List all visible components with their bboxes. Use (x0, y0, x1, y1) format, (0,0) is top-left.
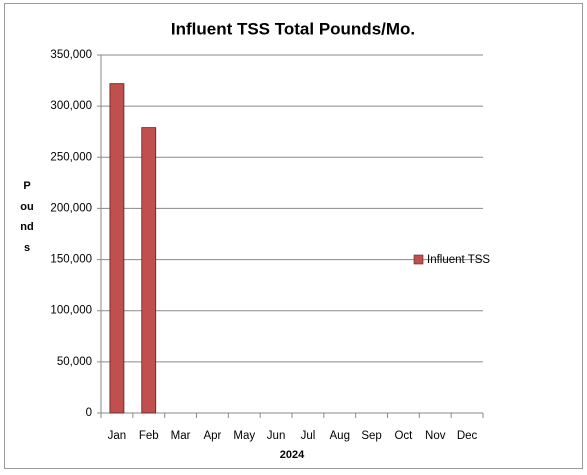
bar (141, 127, 157, 414)
y-tick-label: 350,000 (50, 49, 92, 61)
x-tick-label: Jun (267, 430, 286, 442)
y-tick-label: 50,000 (57, 356, 92, 368)
x-tick-label: May (233, 430, 255, 442)
x-tick-label: Mar (171, 430, 191, 442)
y-tick-label: 250,000 (50, 151, 92, 163)
x-tick-label: Oct (394, 430, 413, 442)
y-tick-label: 0 (86, 407, 92, 419)
chart-title: Influent TSS Total Pounds/Mo. (171, 19, 415, 38)
y-tick-label: 150,000 (50, 254, 92, 266)
y-axis-label: Pounds (20, 180, 34, 254)
y-tick-label: 200,000 (50, 202, 92, 214)
bar (109, 83, 125, 414)
x-tick-label: Sep (361, 430, 381, 442)
x-tick-label: Dec (457, 430, 478, 442)
x-tick-label: Apr (203, 430, 221, 442)
legend-label: Influent TSS (427, 254, 490, 266)
legend-swatch (413, 254, 424, 265)
x-tick-label: Feb (139, 430, 159, 442)
x-tick-label: Nov (425, 430, 446, 442)
x-tick-label: Jan (108, 430, 127, 442)
x-tick-label: Aug (330, 430, 350, 442)
chart-border (4, 3, 583, 469)
y-tick-label: 300,000 (50, 100, 92, 112)
x-axis-label: 2024 (280, 449, 305, 461)
y-tick-label: 100,000 (50, 305, 92, 317)
x-tick-label: Jul (301, 430, 316, 442)
